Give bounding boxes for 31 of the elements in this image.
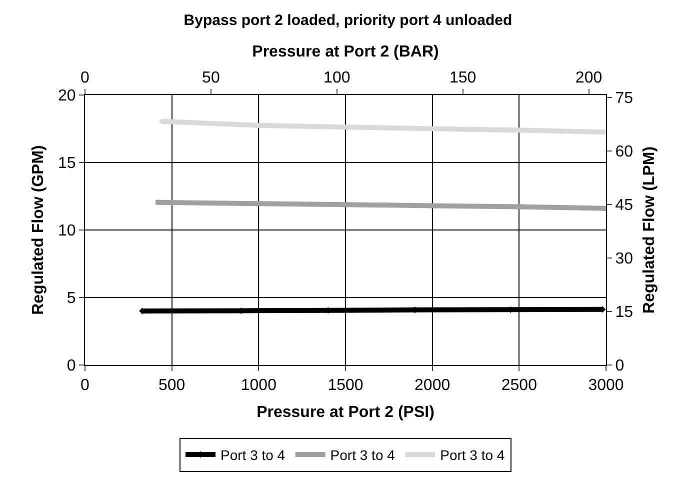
x-tick-label: 2000	[414, 377, 450, 394]
x2-tick-label: 100	[324, 70, 350, 87]
y2-tick-label: 60	[615, 144, 634, 161]
x2-tick-label: 150	[449, 70, 476, 87]
y-tick-label: 20	[58, 88, 76, 105]
y-tick-label: 0	[66, 358, 76, 375]
y2-tick-label: 45	[615, 197, 634, 214]
x2-tick-label: 0	[80, 70, 90, 87]
y2-axis-title: Regulated Flow (LPM)	[640, 146, 658, 314]
y2-tick-label: 15	[615, 304, 634, 322]
legend-label: Port 3 to 4	[220, 446, 286, 463]
x2-axis-title: Pressure at Port 2 (BAR)	[252, 44, 439, 60]
x-tick-label: 3000	[588, 377, 624, 394]
y-tick-label: 10	[58, 222, 76, 240]
x-tick-label: 1500	[328, 377, 364, 394]
y2-tick-label: 30	[615, 250, 634, 268]
y2-tick-label: 75	[615, 90, 634, 108]
legend-label: Port 3 to 4	[440, 446, 505, 463]
y-tick-label: 15	[58, 155, 76, 172]
x-tick-label: 500	[158, 377, 186, 394]
x2-tick-label: 200	[575, 70, 602, 87]
y-tick-label: 5	[66, 290, 76, 308]
x2-tick-label: 50	[202, 70, 220, 87]
x-tick-label: 1000	[240, 377, 277, 394]
legend-label: Port 3 to 4	[330, 446, 396, 463]
chart-title: Bypass port 2 loaded, priority port 4 unloaded	[184, 12, 512, 30]
x-axis-title: Pressure at Port 2 (PSI)	[256, 404, 434, 421]
x-tick-label: 2500	[501, 377, 538, 394]
y2-tick-label: 0	[615, 358, 624, 375]
x-tick-label: 0	[80, 377, 90, 394]
y-axis-title: Regulated Flow (GPM)	[30, 145, 47, 315]
